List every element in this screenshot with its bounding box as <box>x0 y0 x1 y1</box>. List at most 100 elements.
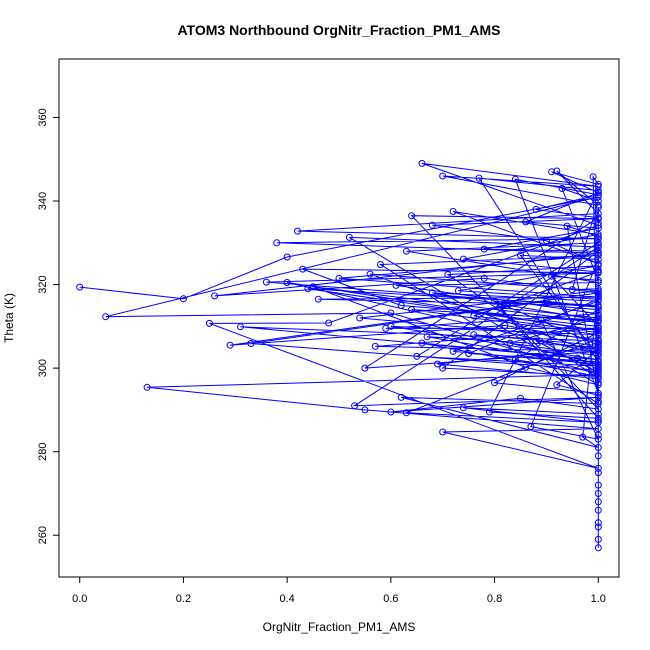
data-point <box>594 368 602 376</box>
y-axis-label: Theta (K) <box>2 293 16 343</box>
x-tick-label: 0.8 <box>487 593 502 605</box>
data-point <box>594 203 602 211</box>
data-point <box>594 469 602 477</box>
data-point <box>522 363 530 371</box>
data-point <box>480 274 488 282</box>
data-point <box>594 523 602 531</box>
data-point <box>402 409 410 417</box>
data-point <box>439 364 447 372</box>
data-point <box>387 309 395 317</box>
data-point <box>594 452 602 460</box>
data-point <box>491 379 499 387</box>
data-point <box>594 302 602 309</box>
data-point <box>371 342 379 350</box>
plot-frame <box>58 58 620 578</box>
data-point <box>511 175 519 183</box>
data-point <box>439 172 447 180</box>
x-axis: 0.0 0.2 0.4 0.6 0.8 1.0 <box>72 577 606 605</box>
data-point <box>594 389 602 397</box>
y-axis: 260 280 300 320 340 360 <box>37 108 59 544</box>
data-point <box>594 219 602 227</box>
data-point <box>428 221 436 229</box>
data-point <box>465 350 473 357</box>
data-point <box>594 414 602 422</box>
y-tick-label: 340 <box>37 192 49 210</box>
data-point <box>594 519 602 527</box>
data-point <box>454 287 462 295</box>
data-point <box>558 185 566 192</box>
data-point <box>226 341 234 349</box>
data-point <box>76 283 84 291</box>
data-point <box>594 379 602 387</box>
data-point <box>517 251 524 259</box>
data-point <box>553 381 561 389</box>
x-axis-label: OrgNitr_Fraction_PM1_AMS <box>263 620 416 634</box>
data-point <box>594 339 602 347</box>
data-point <box>594 544 602 552</box>
data-point <box>501 322 509 329</box>
data-point <box>594 431 602 439</box>
data-point <box>247 340 255 347</box>
data-point <box>594 418 602 426</box>
data-point <box>594 360 602 368</box>
data-point <box>594 287 602 295</box>
data-point <box>211 292 219 300</box>
data-point <box>413 352 421 360</box>
data-point <box>237 323 244 331</box>
data-point <box>594 506 602 514</box>
data-point <box>102 313 110 321</box>
data-point <box>522 218 530 226</box>
data-point <box>594 291 602 299</box>
data-point <box>594 201 602 209</box>
y-tick-label: 300 <box>37 359 49 377</box>
data-point <box>594 481 602 489</box>
data-point <box>304 285 312 293</box>
series-line <box>79 162 601 548</box>
data-point <box>594 189 602 197</box>
data-point <box>485 408 493 416</box>
data-point <box>143 383 151 391</box>
data-point <box>491 297 499 305</box>
data-point <box>594 464 602 472</box>
data-point <box>299 265 307 273</box>
data-point <box>594 256 602 263</box>
data-point <box>434 360 441 368</box>
data-point <box>548 168 556 176</box>
data-point <box>283 253 291 261</box>
data-point <box>594 535 602 543</box>
data-point <box>366 270 374 278</box>
data-point <box>548 272 556 280</box>
data-point <box>262 278 270 286</box>
data-point <box>532 205 540 213</box>
data-point <box>392 281 400 289</box>
data-point <box>428 289 436 297</box>
data-point <box>361 364 369 372</box>
data-point <box>594 444 602 451</box>
data-point <box>459 404 467 412</box>
data-point <box>470 312 478 320</box>
x-tick-label: 0.4 <box>279 593 294 605</box>
data-point <box>568 286 576 294</box>
data-point <box>563 222 571 230</box>
x-tick-label: 0.6 <box>383 593 398 605</box>
data-point <box>480 245 488 253</box>
data-point <box>335 274 343 282</box>
data-point <box>527 423 535 431</box>
data-point <box>449 208 457 215</box>
data-point <box>397 393 405 401</box>
data-point <box>294 227 301 235</box>
data-point <box>470 331 478 339</box>
data-point <box>553 167 561 175</box>
data-point <box>594 341 602 349</box>
data-point <box>179 295 187 303</box>
data-point <box>594 314 602 322</box>
data-point <box>594 331 602 339</box>
data-point <box>439 428 447 436</box>
data-point <box>579 433 587 441</box>
data-point <box>594 435 602 443</box>
data-point <box>594 398 602 405</box>
data-point <box>283 279 291 286</box>
data-point <box>574 354 581 362</box>
